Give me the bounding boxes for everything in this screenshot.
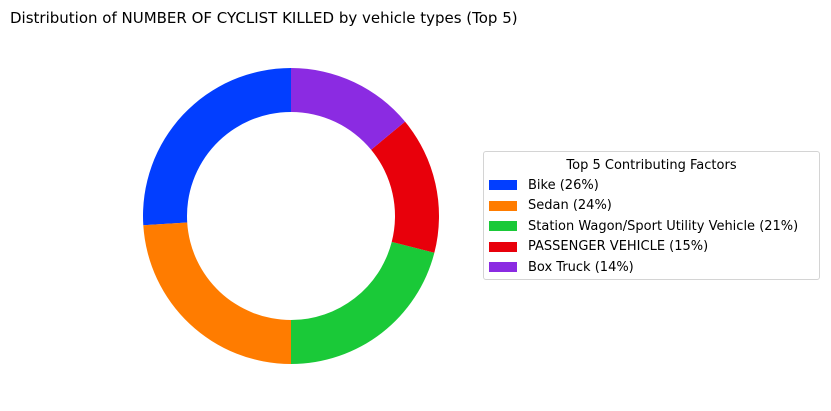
legend-item-2: Sedan (24%) [484, 196, 819, 217]
legend-label: Sedan (24%) [528, 198, 612, 214]
donut-slice-3 [291, 241, 435, 364]
legend-label: Box Truck (14%) [528, 259, 634, 275]
legend: Top 5 Contributing Factors Bike (26%) Sed… [483, 151, 820, 280]
legend-item-1: Bike (26%) [484, 175, 819, 196]
donut-slice-1 [143, 68, 291, 226]
donut-slice-5 [291, 68, 406, 150]
legend-swatch [489, 241, 517, 252]
legend-title: Top 5 Contributing Factors [566, 158, 737, 173]
legend-swatch [489, 221, 517, 232]
donut-slice-2 [143, 222, 291, 364]
legend-label: Station Wagon/Sport Utility Vehicle (21%… [528, 218, 799, 234]
legend-label: Bike (26%) [528, 177, 599, 193]
chart-title: Distribution of NUMBER OF CYCLIST KILLED… [10, 9, 518, 27]
legend-swatch [489, 180, 517, 191]
legend-swatch [489, 200, 517, 211]
legend-item-4: PASSENGER VEHICLE (15%) [484, 237, 819, 258]
donut-slice-4 [371, 121, 440, 253]
donut-slices [143, 68, 440, 364]
legend-label: PASSENGER VEHICLE (15%) [528, 239, 709, 255]
legend-item-5: Box Truck (14%) [484, 257, 819, 278]
legend-swatch [489, 262, 517, 273]
legend-items: Bike (26%) Sedan (24%) Station Wagon/Sport… [484, 175, 819, 278]
legend-item-3: Station Wagon/Sport Utility Vehicle (21%… [484, 216, 819, 237]
